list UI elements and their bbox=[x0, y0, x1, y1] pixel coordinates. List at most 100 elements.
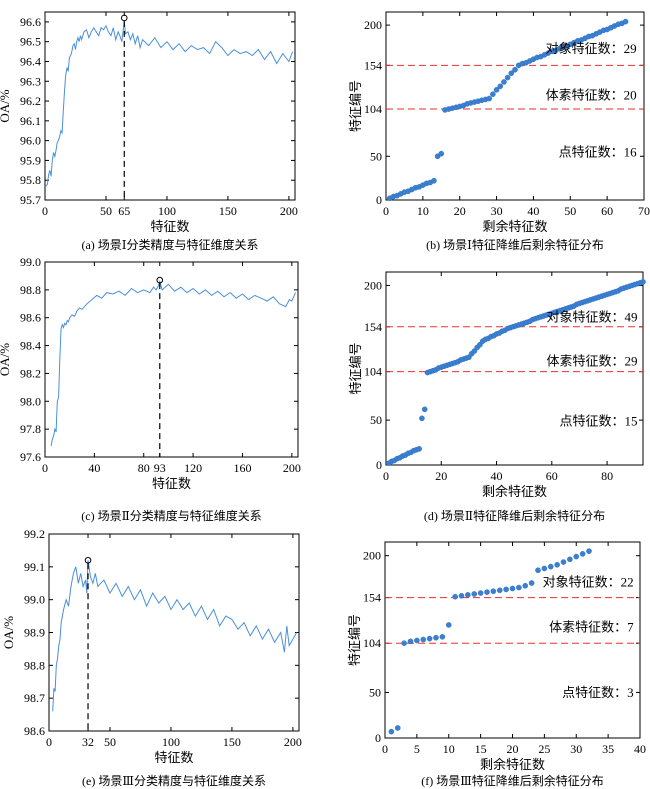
y-tick-label: 99.0 bbox=[24, 593, 45, 607]
x-tick-label: 100 bbox=[158, 204, 176, 218]
feature-point bbox=[600, 27, 607, 34]
feature-point bbox=[585, 33, 592, 40]
feature-point bbox=[474, 344, 480, 351]
feature-point bbox=[455, 358, 461, 365]
feature-point bbox=[423, 180, 430, 187]
y-tick-label: 98.8 bbox=[24, 658, 45, 672]
feature-point bbox=[465, 592, 471, 598]
feature-point bbox=[402, 452, 409, 458]
feature-point bbox=[601, 292, 608, 299]
feature-point bbox=[568, 304, 574, 310]
feature-point bbox=[490, 91, 496, 97]
feature-point bbox=[524, 319, 530, 326]
feature-point bbox=[554, 308, 561, 315]
count-annotation: 对象特征数：22 bbox=[543, 575, 634, 590]
x-tick-label: 20 bbox=[435, 469, 447, 483]
feature-point bbox=[443, 362, 450, 369]
feature-point bbox=[626, 283, 632, 290]
x-tick-label: 0 bbox=[46, 735, 52, 749]
feature-point bbox=[593, 31, 599, 37]
feature-point bbox=[410, 447, 417, 454]
plot-frame bbox=[384, 541, 641, 739]
y-tick-label: 96.6 bbox=[20, 15, 41, 29]
y-tick-label: 95.7 bbox=[20, 193, 41, 207]
y-tick-label: 99.2 bbox=[24, 527, 45, 541]
feature-point bbox=[434, 153, 441, 160]
plot-frame bbox=[44, 261, 299, 458]
y-axis-label: OA/% bbox=[0, 343, 12, 376]
x-tick-label: 150 bbox=[219, 204, 237, 218]
feature-point bbox=[414, 637, 420, 644]
x-axis-label: 剩余特征数 bbox=[480, 757, 545, 772]
x-tick-label: 5 bbox=[414, 742, 420, 756]
feature-point bbox=[620, 285, 627, 291]
feature-point bbox=[493, 87, 500, 93]
feature-point bbox=[412, 184, 419, 191]
x-tick-label: 100 bbox=[162, 735, 180, 749]
feature-point bbox=[394, 725, 401, 731]
x-tick-label: 60 bbox=[546, 469, 558, 483]
feature-point bbox=[578, 37, 585, 43]
count-annotation: 对象特征数：49 bbox=[546, 309, 637, 324]
feature-point bbox=[589, 32, 596, 39]
feature-point bbox=[442, 107, 448, 113]
feature-point bbox=[457, 357, 464, 363]
feature-point bbox=[488, 333, 494, 340]
y-axis-label: 特征编号 bbox=[348, 80, 363, 132]
feature-point bbox=[579, 299, 586, 306]
feature-point bbox=[604, 291, 610, 298]
feature-point bbox=[537, 314, 544, 320]
y-tick-label: 0 bbox=[376, 458, 382, 472]
plot-frame bbox=[385, 11, 645, 201]
feature-point bbox=[460, 356, 467, 362]
feature-point bbox=[590, 296, 597, 302]
plot-frame bbox=[48, 533, 300, 732]
feature-point bbox=[515, 322, 522, 328]
y-axis-label: 特征编号 bbox=[347, 614, 362, 666]
feature-point bbox=[587, 297, 594, 303]
x-axis-label: 特征数 bbox=[150, 219, 189, 234]
x-tick-label: 0 bbox=[383, 469, 389, 483]
feature-point bbox=[565, 305, 572, 311]
y-tick-label: 99.0 bbox=[20, 255, 41, 269]
x-tick-label: 30 bbox=[491, 204, 503, 218]
feature-point bbox=[598, 293, 605, 300]
feature-point bbox=[557, 307, 563, 314]
y-tick-label: 96.4 bbox=[20, 54, 41, 68]
feature-point bbox=[515, 62, 522, 69]
y-tick-label: 95.9 bbox=[20, 153, 41, 167]
y-tick-label: 98.8 bbox=[20, 283, 41, 297]
x-tick-label: 70 bbox=[638, 204, 650, 218]
y-tick-label: 99.1 bbox=[24, 560, 45, 574]
y-tick-label: 50 bbox=[369, 685, 381, 699]
x-axis-label: 剩余特征数 bbox=[482, 219, 547, 234]
y-axis-label: OA/% bbox=[1, 616, 16, 649]
oa-series-line bbox=[45, 21, 294, 187]
feature-point bbox=[501, 79, 507, 85]
y-tick-label: 50 bbox=[370, 149, 382, 163]
feature-point bbox=[416, 184, 422, 190]
feature-point bbox=[486, 95, 493, 102]
y-tick-label: 0 bbox=[376, 193, 382, 207]
feature-point bbox=[445, 622, 452, 628]
feature-point bbox=[562, 306, 569, 312]
feature-point bbox=[612, 288, 619, 295]
feature-point bbox=[467, 100, 474, 106]
feature-point bbox=[529, 316, 536, 323]
y-tick-label: 96.0 bbox=[20, 134, 41, 148]
y-tick-label: 98.6 bbox=[20, 311, 41, 325]
feature-point bbox=[563, 43, 570, 49]
feature-point bbox=[401, 189, 408, 195]
feature-point bbox=[430, 367, 436, 374]
count-annotation: 点特征数：15 bbox=[559, 414, 637, 429]
feature-point bbox=[449, 105, 456, 111]
feature-point bbox=[407, 638, 414, 645]
feature-point bbox=[504, 74, 511, 81]
feature-point bbox=[586, 548, 592, 554]
feature-point bbox=[532, 315, 539, 322]
feature-point bbox=[549, 48, 555, 55]
feature-point bbox=[482, 96, 489, 103]
feature-point bbox=[471, 591, 478, 597]
